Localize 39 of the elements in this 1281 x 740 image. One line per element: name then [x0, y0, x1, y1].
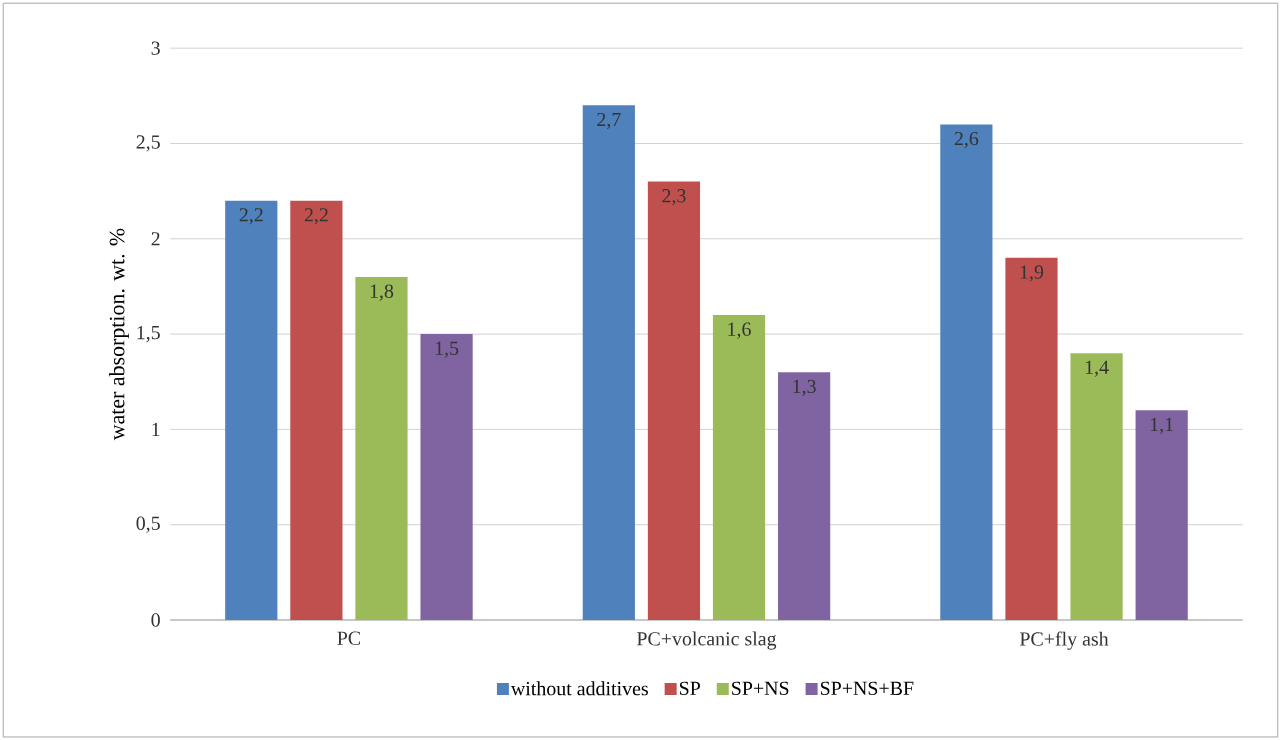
data-label: 1,8: [370, 284, 394, 301]
y-tick-label: 3: [151, 41, 160, 55]
bar: [420, 334, 473, 620]
bar: [355, 276, 408, 620]
data-label: 2,7: [597, 112, 621, 130]
legend-label: SP+NS+BF: [820, 681, 914, 695]
bar: [940, 124, 993, 620]
data-label: 2,2: [239, 208, 263, 225]
bar: [1135, 410, 1188, 620]
data-label: 1,5: [435, 341, 459, 358]
data-label: 2,2: [304, 208, 328, 225]
bar: [778, 372, 831, 620]
data-label: 1,9: [1020, 265, 1044, 282]
data-label: 1,4: [1085, 360, 1109, 377]
y-tick-label: 1: [152, 422, 160, 436]
y-tick-label: 2,5: [136, 135, 160, 152]
data-label: 1,6: [728, 322, 751, 339]
x-tick-label: PC: [337, 631, 361, 645]
bar: [582, 105, 635, 620]
data-label: 1,1: [1150, 417, 1173, 434]
bar: [1005, 257, 1058, 620]
y-tick-label: 0: [151, 613, 160, 627]
bar: [290, 200, 343, 620]
bar: [647, 181, 701, 620]
legend-label: SP: [679, 681, 700, 695]
data-label: 2,3: [662, 189, 686, 206]
y-axis-title: water absorption. wt. %: [109, 228, 129, 441]
y-tick-label: 0,5: [136, 516, 160, 533]
bar: [712, 314, 766, 620]
legend-label: SP+NS: [732, 681, 789, 695]
y-tick-label: 2: [151, 232, 160, 246]
y-tick-label: 1,5: [137, 325, 160, 343]
bar: [225, 200, 278, 620]
legend-label: without additives: [510, 681, 648, 696]
x-tick-label: PC+volcanic slag: [636, 631, 777, 650]
x-tick-label: PC+fly ash: [1019, 631, 1109, 650]
bar: [1070, 353, 1123, 620]
data-label: 2,6: [954, 131, 979, 149]
data-label: 1,3: [793, 379, 816, 396]
